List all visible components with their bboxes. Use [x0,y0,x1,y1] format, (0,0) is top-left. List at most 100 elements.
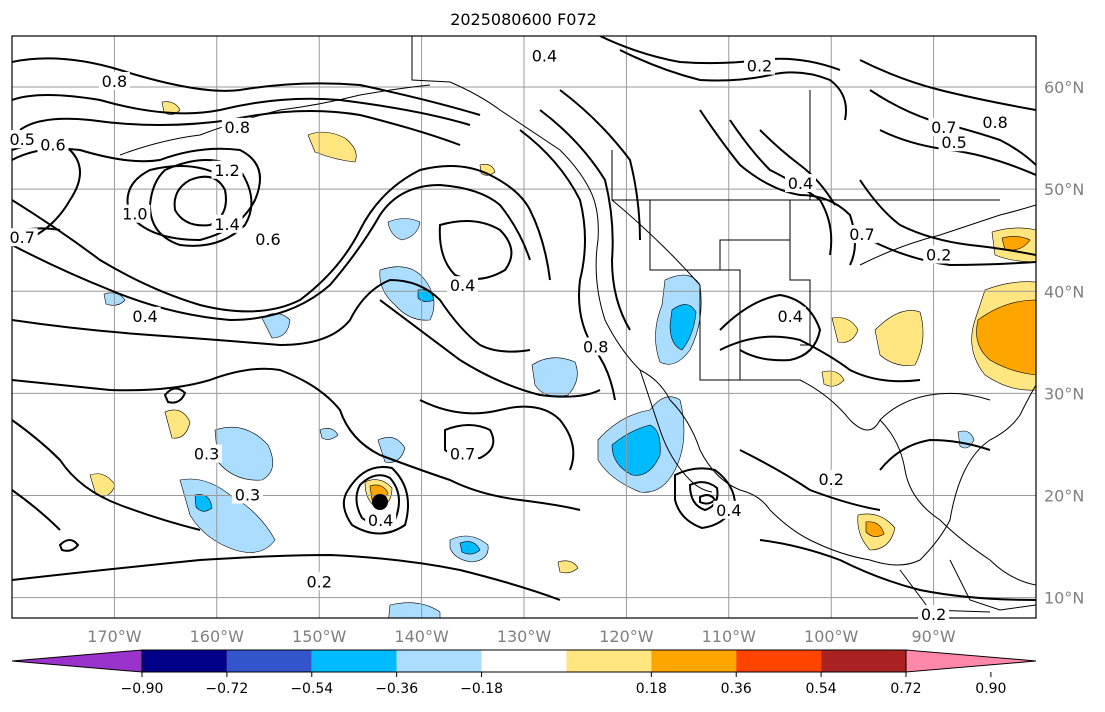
contour-labels: 0.8 0.5 0.6 0.8 1.2 1.0 0.7 1.4 0.6 0.4 0.4 0.2 0.4 0… [6,46,1011,624]
contour-label-bg [918,604,950,623]
contour-label-bg [774,306,806,325]
contour-label-bg [221,117,253,136]
colorbar-segment [481,650,567,672]
contour-label-bg [447,276,479,295]
colorbar-tick-label: 0.90 [975,681,1006,697]
contour-label-bg [252,230,284,249]
contour-label-bg [98,71,130,90]
contour-label: 0.8 [583,337,608,356]
contour-label: 1.4 [214,215,239,234]
colorbar-segment [736,650,822,672]
lon-tick-label: 150°W [292,627,347,646]
contour-label: 0.8 [982,113,1007,132]
lon-tick-label: 140°W [394,627,449,646]
contour-label-bg [211,214,243,233]
contour-label-bg [928,117,960,136]
positive-anomaly-shading [89,101,1036,574]
contour-label: 0.6 [255,230,280,249]
contour-label-bg [846,225,878,244]
contour-label: 0.8 [102,72,127,91]
contour-label-bg [923,245,955,264]
contour-lines [12,36,1036,601]
contour-label: 0.2 [818,470,843,489]
lon-tick-label: 120°W [599,627,654,646]
contour-label: 0.4 [788,174,813,193]
colorbar-segment [651,650,737,672]
lon-tick-label: 160°W [190,627,245,646]
contour-label-bg [784,174,816,193]
contour-label-bg [129,306,161,325]
colorbar-outline [141,649,907,673]
colorbar-tick-label: −0.90 [121,681,164,697]
colorbar-tick-label: −0.54 [290,681,333,697]
contour-label: 0.2 [926,246,951,265]
colorbar-ticks: −0.90 −0.72 −0.54 −0.36 −0.18 0.18 0.36 0.54 0.7… [121,672,1006,697]
contour-label: 0.7 [931,118,956,137]
colorbar-segment [821,650,906,672]
colorbar-tick-label: 0.36 [721,681,752,697]
contour-label: 1.0 [122,205,147,224]
lon-tick-label: 170°W [87,627,142,646]
colorbar-segment [396,650,482,672]
contour-label: 0.7 [450,445,475,464]
colorbar [11,649,1037,673]
colorbar-tick-label: 0.54 [806,681,837,697]
colorbar-segment [226,650,312,672]
contour-label-bg [6,228,38,247]
contour-label-bg [211,160,243,179]
colorbar-tick-label: 0.18 [636,681,667,697]
contour-label-bg [6,130,38,149]
contour-label-bg [713,500,745,519]
contour-label-bg [232,485,264,504]
contour-label-bg [815,470,847,489]
contour-label-bg [303,572,335,591]
contour-label: 0.4 [716,501,741,520]
contour-label-bg [528,46,560,65]
lat-tick-label: 60°N [1044,78,1084,97]
coastlines [119,36,1036,613]
colorbar-extend-max [905,649,1037,673]
lat-tick-label: 30°N [1044,384,1084,403]
contour-label: 0.8 [225,118,250,137]
latitude-labels: 10°N 20°N 30°N 40°N 50°N 60°N [1044,78,1084,608]
contour-label-bg [447,444,479,463]
contour-label: 0.3 [194,445,219,464]
contour-label: 0.6 [40,135,65,154]
lat-tick-label: 40°N [1044,282,1084,301]
map-area [12,36,1036,618]
lat-tick-label: 20°N [1044,486,1084,505]
contour-label: 0.7 [10,228,35,247]
lon-tick-label: 90°W [912,627,956,646]
contour-label-bg [119,204,151,223]
contour-label-bg [580,337,612,356]
contour-label-bg [744,56,776,75]
contour-label: 1.2 [214,161,239,180]
lat-tick-label: 50°N [1044,180,1084,199]
contour-label: 0.5 [941,133,966,152]
colorbar-tick-label: −0.36 [375,681,418,697]
contour-label: 0.4 [132,307,157,326]
cyclone-center-marker [372,494,388,510]
colorbar-extend-min [11,649,143,673]
contour-label-bg [979,112,1011,131]
longitude-labels: 170°W 160°W 150°W 140°W 130°W 120°W 110°W 100°W… [87,627,956,646]
colorbar-segment [311,650,397,672]
colorbar-tick-label: −0.18 [460,681,503,697]
contour-label: 0.4 [368,511,393,530]
colorbar-segment [142,650,227,672]
contour-label: 0.4 [450,276,475,295]
map-title: 2025080600 F072 [450,10,597,29]
contour-label-bg [191,444,223,463]
lat-tick-label: 10°N [1044,589,1084,608]
contour-label-bg [37,135,69,154]
contour-label: 0.2 [747,57,772,76]
contour-label: 0.2 [921,605,946,624]
contour-label: 0.2 [306,572,331,591]
contour-label: 0.5 [10,130,35,149]
contour-label: 0.4 [532,46,557,65]
contour-label-bg [365,511,397,529]
contour-label: 0.4 [778,307,803,326]
colorbar-segment [566,650,652,672]
lon-tick-label: 130°W [497,627,552,646]
